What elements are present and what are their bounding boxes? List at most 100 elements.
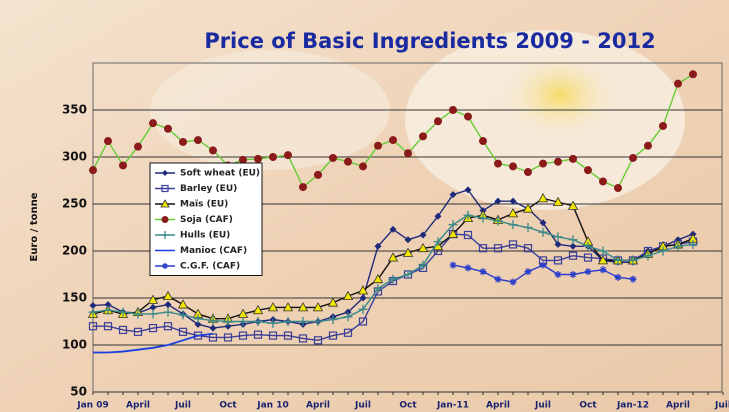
point (569, 154, 577, 163)
point (463, 230, 473, 240)
point (268, 318, 278, 328)
point (568, 235, 578, 245)
point (179, 137, 187, 146)
point (104, 301, 112, 309)
point (358, 304, 368, 314)
point (509, 197, 517, 205)
point (342, 290, 354, 301)
point (584, 268, 592, 276)
y-tick-label: 200 (62, 244, 87, 258)
point (554, 240, 562, 248)
point (374, 242, 382, 250)
point (493, 244, 503, 253)
point (149, 119, 157, 128)
point (449, 261, 457, 269)
point (479, 268, 487, 276)
legend-label: Manioc (CAF) (180, 246, 247, 256)
point (583, 253, 593, 262)
y-tick-label: 250 (62, 197, 87, 211)
point (343, 328, 353, 337)
legend: Soft wheat (EU) Barley (EU) Maïs (EU) Soja … (149, 162, 263, 276)
point (419, 132, 427, 141)
x-tick-label: Jan 09 (76, 401, 109, 411)
point (254, 154, 262, 163)
x-tick-label: April (666, 401, 690, 411)
point (328, 331, 338, 340)
point (402, 247, 414, 257)
series-line (93, 332, 214, 354)
point (359, 162, 367, 171)
point (298, 317, 308, 326)
point (539, 159, 547, 168)
point (223, 317, 233, 326)
point (464, 264, 472, 272)
legend-label: Soja (CAF) (180, 215, 233, 225)
point (269, 153, 277, 161)
point (508, 240, 518, 249)
point (298, 334, 308, 343)
point (433, 237, 443, 247)
x-tick-label: Oct (219, 401, 237, 411)
x-tick-label: Juil (354, 401, 371, 411)
point (88, 307, 98, 317)
point (584, 166, 592, 175)
point (118, 325, 128, 335)
point (372, 273, 384, 284)
point (223, 333, 233, 342)
point (282, 302, 294, 312)
point (209, 146, 217, 155)
legend-label: Hulls (EU) (180, 231, 230, 241)
point (164, 301, 172, 309)
point (284, 151, 292, 160)
point (238, 331, 248, 340)
x-tick-label: April (126, 401, 150, 411)
x-tick-label: Juil (174, 401, 191, 411)
point (297, 302, 309, 312)
point (552, 196, 564, 207)
point (569, 242, 577, 250)
point (478, 213, 488, 223)
y-tick-label: 300 (62, 150, 87, 164)
point (658, 246, 668, 256)
point (328, 315, 338, 325)
point (343, 312, 353, 322)
point (162, 170, 168, 176)
point (538, 227, 548, 237)
point (629, 153, 637, 162)
point (524, 168, 532, 177)
point (327, 297, 339, 307)
point (464, 112, 472, 121)
point (494, 197, 502, 205)
point (163, 322, 173, 331)
x-tick-label: Jan-11 (436, 401, 469, 411)
point (644, 141, 652, 150)
point (224, 322, 232, 330)
point (164, 124, 172, 133)
point (388, 274, 398, 284)
point (162, 290, 174, 301)
point (448, 220, 458, 230)
point (659, 121, 667, 130)
point (613, 255, 623, 265)
point (508, 220, 518, 230)
point (674, 79, 682, 88)
point (313, 336, 323, 345)
legend-label: C.G.F. (CAF) (180, 262, 240, 272)
point (583, 241, 593, 251)
point (239, 155, 247, 164)
point (253, 317, 263, 326)
point (599, 266, 607, 274)
point (89, 302, 97, 310)
point (374, 141, 382, 150)
point (418, 260, 428, 270)
point (389, 225, 397, 233)
plot-area: 50 100 150 200 250 300 350 Jan 09 April Juil Oct Ja… (62, 70, 729, 411)
point (524, 268, 532, 276)
point (434, 117, 442, 126)
point (147, 294, 159, 304)
point (161, 184, 169, 193)
point (539, 219, 547, 227)
point (447, 228, 459, 238)
point (162, 263, 168, 269)
